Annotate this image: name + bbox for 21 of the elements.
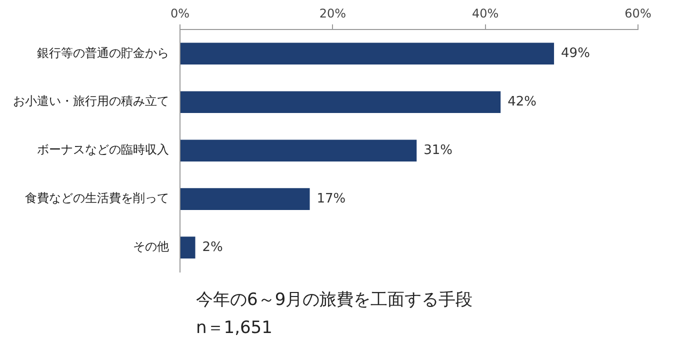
bar <box>180 236 196 258</box>
data-label: 42% <box>508 94 537 110</box>
bar <box>180 91 501 114</box>
data-label: 49% <box>561 46 590 62</box>
x-tick-label: 60% <box>624 6 652 20</box>
y-tick-label: 銀行等の普通の貯金から <box>37 46 169 60</box>
x-tick-label: 40% <box>472 6 499 20</box>
y-tick-label: お小遣い・旅行用の積み立て <box>13 94 169 108</box>
y-tick-label: 食費などの生活費を削って <box>25 191 169 206</box>
bar <box>180 188 310 210</box>
y-tick-label: ボーナスなどの臨時収入 <box>37 142 169 157</box>
data-label: 17% <box>316 191 346 206</box>
bar <box>180 140 417 162</box>
data-label: 2% <box>202 240 223 255</box>
text: 今年の6～9月の旅費を工面する手段 <box>196 289 473 311</box>
y-tick-label: その他 <box>133 240 169 254</box>
x-tick-label: 20% <box>319 6 346 20</box>
bar <box>180 42 554 65</box>
data-label: 31% <box>424 142 453 158</box>
text: n＝1,651 <box>196 317 272 339</box>
x-tick-label: 0% <box>170 6 190 20</box>
